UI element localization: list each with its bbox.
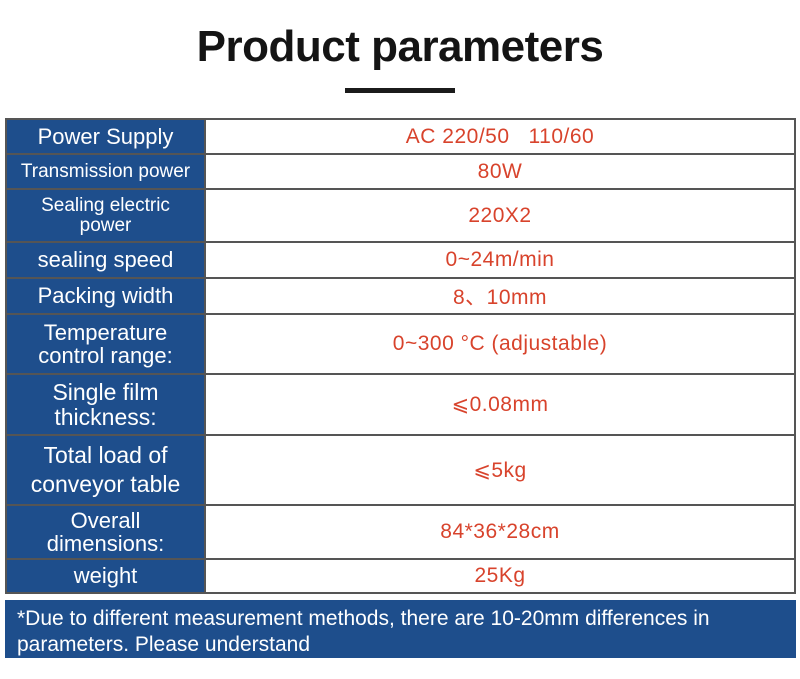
table-row: Power Supply AC 220/50 110/60 [7,120,794,155]
table-row: Overall dimensions: 84*36*28cm [7,506,794,560]
row-label-temperature-control-range: Temperature control range: [7,315,206,373]
title-underline [345,88,455,93]
parameters-table: Power Supply AC 220/50 110/60 Transmissi… [5,118,796,594]
row-value-sealing-electric-power: 220X2 [468,203,532,227]
row-value-temperature-control-range: 0~300 °C (adjustable) [392,332,608,355]
row-value-total-load-conveyor-table: ⩽5kg [473,458,527,482]
row-label-packing-width: Packing width [7,279,206,313]
row-label-total-load-conveyor-table: Total load of conveyor table [7,436,206,504]
row-value-power-supply: AC 220/50 110/60 [405,124,595,148]
row-label-weight: weight [7,560,206,592]
table-row: Single film thickness: ⩽0.08mm [7,375,794,436]
page-title: Product parameters [196,22,604,71]
row-value-packing-width: 8、10mm [452,286,548,309]
row-value-transmission-power: 80W [477,159,523,183]
measurement-note: *Due to different measurement methods, t… [5,600,796,658]
row-value-single-film-thickness: ⩽0.08mm [451,393,549,416]
table-row: Temperature control range: 0~300 °C (adj… [7,315,794,375]
row-label-power-supply: Power Supply [7,120,206,153]
row-label-sealing-speed: sealing speed [7,243,206,277]
row-label-overall-dimensions: Overall dimensions: [7,506,206,558]
row-value-overall-dimensions: 84*36*28cm [440,520,560,543]
table-row: Sealing electric power 220X2 [7,190,794,243]
table-row: Transmission power 80W [7,155,794,190]
table-row: Packing width 8、10mm [7,279,794,315]
table-row: Total load of conveyor table ⩽5kg [7,436,794,506]
table-row: weight 25Kg [7,560,794,592]
row-label-sealing-electric-power: Sealing electric power [7,190,206,241]
row-value-sealing-speed: 0~24m/min [445,248,555,271]
row-label-transmission-power: Transmission power [7,155,206,188]
row-value-weight: 25Kg [474,564,526,587]
table-row: sealing speed 0~24m/min [7,243,794,279]
row-label-single-film-thickness: Single film thickness: [7,375,206,434]
